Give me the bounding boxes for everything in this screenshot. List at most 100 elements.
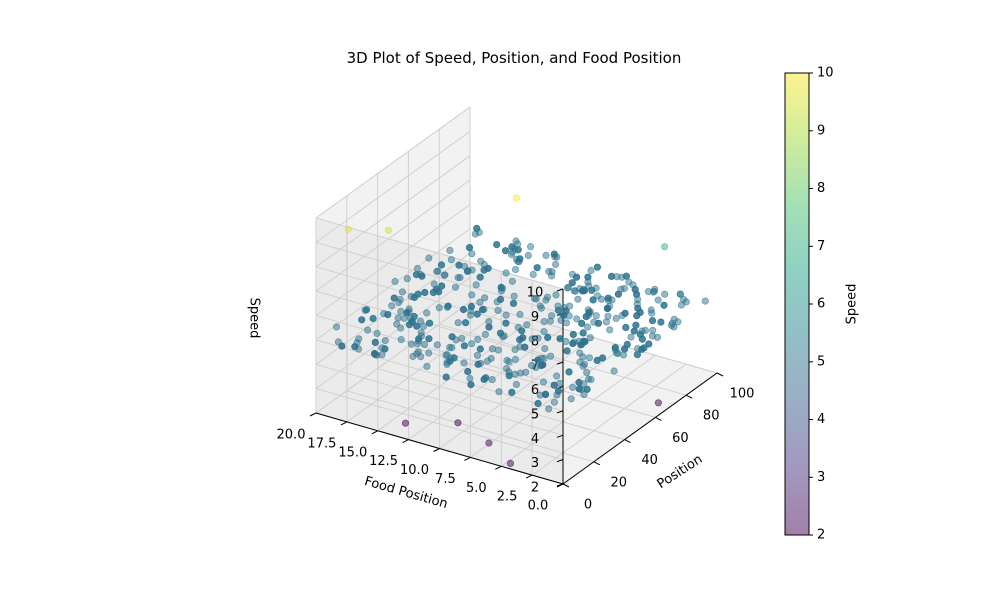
x-tick (685, 394, 693, 399)
data-point (505, 372, 513, 380)
data-point (636, 308, 644, 316)
data-point (398, 288, 407, 296)
data-point (556, 379, 564, 387)
data-point (338, 342, 346, 350)
data-point (640, 344, 648, 352)
data-point (521, 343, 529, 351)
data-point (584, 273, 592, 281)
data-point (451, 283, 460, 291)
x-axis-label: Position (655, 452, 706, 492)
y-tick (402, 439, 409, 444)
data-point (573, 315, 581, 323)
y-tick-label: 17.5 (307, 436, 336, 451)
data-point (495, 388, 503, 396)
data-point (583, 323, 592, 331)
data-point (488, 345, 497, 353)
data-point (473, 310, 481, 318)
floor-grid-y (470, 345, 625, 458)
data-point (622, 323, 630, 332)
data-point (485, 323, 493, 331)
data-point (610, 367, 618, 375)
z-tick-label: 8 (531, 334, 539, 349)
data-point (384, 310, 392, 319)
data-point (487, 354, 495, 363)
side-grid-z (315, 217, 564, 290)
side-grid-z (315, 266, 564, 339)
data-point (565, 368, 573, 376)
data-point (546, 352, 555, 360)
data-point (540, 327, 548, 336)
colorbar-label: Speed (845, 284, 860, 325)
colorbar-tick-label: 6 (817, 297, 825, 312)
data-point (467, 340, 476, 348)
data-point (587, 375, 595, 384)
data-point (388, 302, 396, 310)
y-tick (464, 456, 471, 461)
data-point (541, 344, 549, 353)
z-tick (556, 410, 564, 414)
x-tick (562, 483, 570, 488)
z-tick-label: 10 (527, 286, 544, 301)
data-point (381, 345, 389, 353)
colorbar-tick-label: 3 (817, 470, 825, 485)
data-point (612, 314, 620, 322)
data-point (438, 282, 446, 290)
data-point (511, 355, 520, 363)
data-point (522, 368, 530, 376)
data-point (553, 253, 561, 261)
y-tick (525, 474, 533, 479)
data-point (433, 341, 441, 349)
data-point (501, 247, 510, 255)
data-point (418, 272, 426, 280)
data-point (539, 361, 547, 369)
data-point (401, 419, 410, 427)
data-point (514, 246, 522, 254)
data-point (526, 243, 535, 251)
data-point (592, 312, 600, 320)
z-tick (556, 483, 564, 487)
side-grid-z (315, 241, 564, 314)
data-point (397, 307, 405, 315)
y-tick (309, 412, 317, 417)
colorbar (785, 73, 809, 535)
data-point (645, 340, 653, 348)
y-tick-label: 20.0 (277, 428, 306, 443)
data-point (638, 335, 647, 343)
data-point (606, 326, 614, 334)
data-point (442, 373, 450, 381)
data-point (475, 228, 483, 236)
data-point (502, 319, 510, 327)
data-point (632, 321, 640, 329)
x-tick-label: 60 (672, 431, 689, 446)
data-point (598, 354, 607, 362)
data-point (529, 270, 537, 279)
data-point (567, 395, 575, 403)
data-point (620, 284, 629, 293)
data-point (569, 383, 577, 391)
data-point (534, 399, 542, 408)
data-point (362, 306, 371, 314)
floor-grid-y (408, 328, 563, 441)
data-point (474, 335, 482, 344)
data-point (543, 293, 552, 301)
data-point (511, 265, 520, 274)
y-tick-label: 10.0 (400, 463, 429, 478)
data-point (425, 254, 433, 262)
data-point (476, 345, 484, 353)
data-point (508, 388, 516, 396)
data-point (488, 375, 496, 384)
data-point (485, 439, 493, 447)
data-point (421, 288, 429, 297)
data-point (634, 295, 642, 303)
colorbar-tick-label: 9 (817, 123, 825, 138)
data-point (464, 367, 472, 376)
data-point (423, 309, 431, 317)
data-point (581, 338, 589, 346)
data-point (586, 308, 595, 316)
data-point (516, 310, 524, 318)
data-point (391, 277, 399, 286)
back-grid-z (315, 204, 471, 316)
data-point (552, 372, 561, 380)
data-point (519, 334, 527, 342)
